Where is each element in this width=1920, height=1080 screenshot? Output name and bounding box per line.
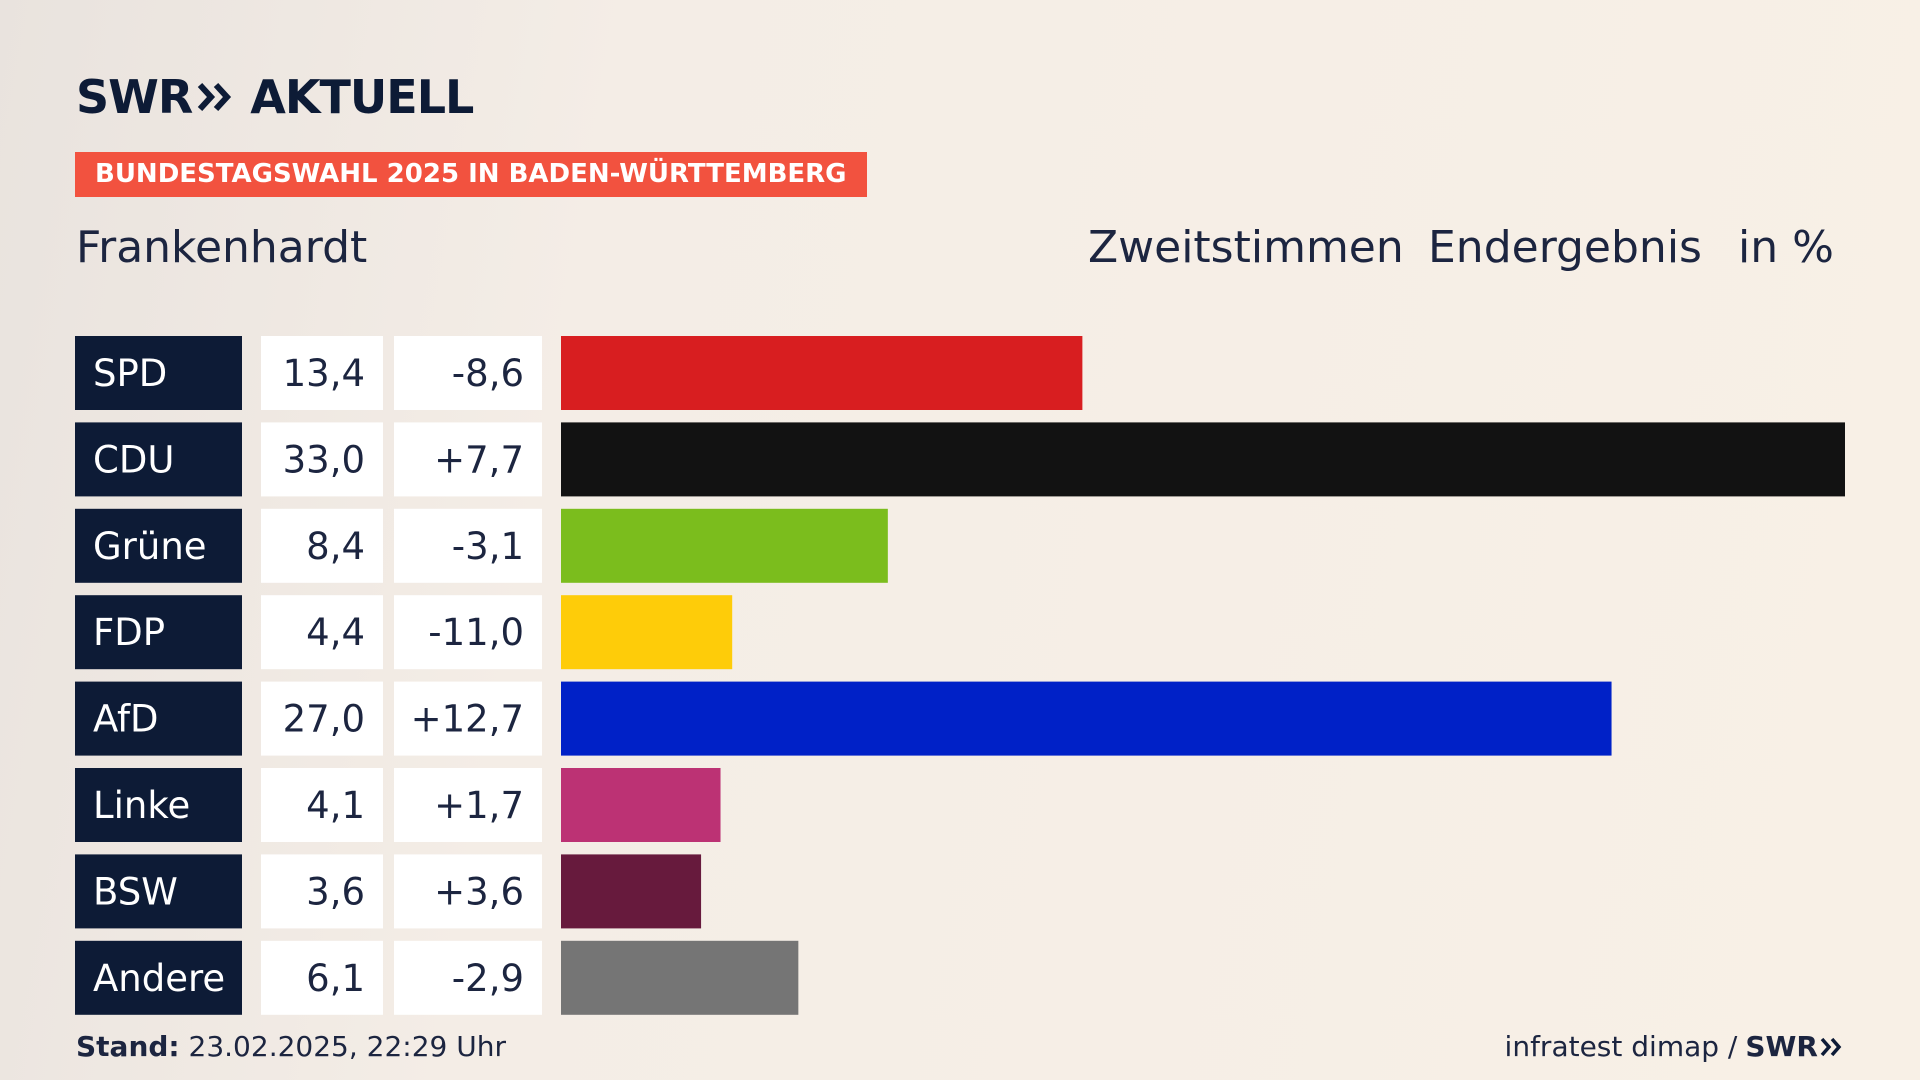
vote-type-label: Zweitstimmen [1088, 222, 1404, 273]
change-label-afd: +12,7 [411, 698, 524, 741]
change-label-fdp: -11,0 [428, 611, 524, 654]
party-label-box-bsw [75, 854, 242, 929]
party-label-box-gruene [75, 508, 242, 583]
change-cell-fdp [394, 595, 542, 670]
source-text: infratest dimap / [1504, 1030, 1738, 1063]
party-label-box-andere [75, 940, 242, 1015]
change-cell-bsw [394, 854, 542, 929]
value-cell-bsw [261, 854, 383, 929]
change-label-gruene: -3,1 [452, 525, 524, 568]
value-cell-andere [261, 940, 383, 1015]
change-label-bsw: +3,6 [434, 870, 524, 913]
stand-value: 23.02.2025, 22:29 Uhr [188, 1030, 506, 1063]
swr-aktuell-logo: SWR AKTUELL [76, 70, 474, 124]
value-label-fdp: 4,4 [306, 611, 365, 654]
value-cell-afd [261, 681, 383, 756]
result-type-label: Endergebnis [1428, 222, 1702, 273]
party-label-bsw: BSW [93, 870, 178, 913]
party-label-linke: Linke [93, 784, 190, 827]
party-label-cdu: CDU [93, 438, 174, 481]
party-label-gruene: Grüne [93, 525, 207, 568]
change-label-spd: -8,6 [452, 352, 524, 395]
unit-label: in % [1738, 222, 1834, 273]
value-cell-fdp [261, 595, 383, 670]
party-label-fdp: FDP [93, 611, 165, 654]
change-cell-cdu [394, 422, 542, 497]
double-chevron-icon [198, 82, 232, 112]
value-cell-gruene [261, 508, 383, 583]
swr-logo-text: SWR [76, 70, 193, 124]
value-label-afd: 27,0 [283, 698, 365, 741]
change-label-cdu: +7,7 [434, 438, 524, 481]
value-label-andere: 6,1 [306, 957, 365, 1000]
bar-fdp [561, 595, 733, 670]
value-label-spd: 13,4 [283, 352, 365, 395]
bar-afd [561, 681, 1612, 756]
party-label-spd: SPD [93, 352, 167, 395]
party-label-box-afd [75, 681, 242, 756]
change-cell-gruene [394, 508, 542, 583]
change-cell-spd [394, 336, 542, 410]
party-label-afd: AfD [93, 698, 159, 741]
party-label-box-spd [75, 336, 242, 410]
value-label-gruene: 8,4 [306, 525, 365, 568]
value-label-cdu: 33,0 [283, 438, 365, 481]
party-label-box-cdu [75, 422, 242, 497]
party-label-andere: Andere [93, 957, 225, 1000]
bar-linke [561, 768, 721, 842]
election-banner: BUNDESTAGSWAHL 2025 IN BADEN-WÜRTTEMBERG [75, 152, 867, 197]
change-cell-andere [394, 940, 542, 1015]
change-label-linke: +1,7 [434, 784, 524, 827]
location-title: Frankenhardt [76, 222, 368, 273]
value-cell-linke [261, 768, 383, 842]
bar-gruene [561, 508, 888, 583]
double-chevron-icon [1820, 1037, 1842, 1056]
bar-cdu [561, 422, 1845, 497]
bar-spd [561, 336, 1083, 410]
party-label-box-fdp [75, 595, 242, 670]
swr-mini-logo-text: SWR [1745, 1030, 1818, 1063]
aktuell-logo-text: AKTUELL [250, 70, 474, 124]
party-label-box-linke [75, 768, 242, 842]
timestamp: Stand: 23.02.2025, 22:29 Uhr [76, 1030, 506, 1063]
value-label-linke: 4,1 [306, 784, 365, 827]
change-cell-afd [394, 681, 542, 756]
bar-andere [561, 940, 799, 1015]
change-label-andere: -2,9 [452, 957, 524, 1000]
stand-label: Stand: [76, 1030, 180, 1063]
source-credit: infratest dimap / SWR [1505, 1030, 1844, 1063]
value-cell-cdu [261, 422, 383, 497]
value-cell-spd [261, 336, 383, 410]
change-cell-linke [394, 768, 542, 842]
value-label-bsw: 3,6 [306, 870, 365, 913]
swr-mini-logo: SWR [1745, 1030, 1844, 1063]
bar-bsw [561, 854, 702, 929]
